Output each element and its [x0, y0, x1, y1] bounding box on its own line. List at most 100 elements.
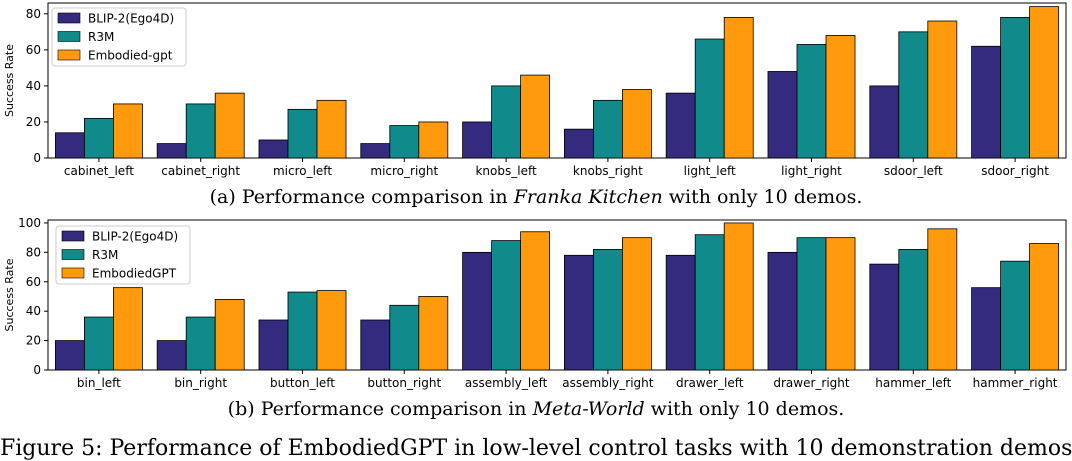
subcaption-meta-world: (b) Performance comparison in Meta-World… [0, 398, 1072, 420]
y-tick-label: 60 [26, 275, 41, 289]
bar-bin_left-0 [54, 340, 85, 371]
x-tick-label: knobs_right [573, 164, 643, 178]
y-tick-label: 80 [26, 245, 41, 259]
y-tick-label: 0 [33, 151, 41, 165]
y-tick-label: 60 [26, 43, 41, 57]
x-tick-label: hammer_left [875, 376, 951, 390]
bar-button_right-1 [389, 304, 420, 371]
bar-light_right-1 [796, 44, 827, 159]
bar-cabinet_left-1 [83, 117, 114, 159]
bar-micro_left-0 [258, 139, 289, 159]
bar-assembly_left-2 [520, 231, 551, 371]
subcaption-b-prefix: (b) Performance comparison in [227, 398, 533, 420]
bar-micro_right-1 [389, 125, 420, 159]
legend-label: BLIP-2(Ego4D) [88, 12, 174, 26]
x-tick-label: bin_left [77, 376, 121, 390]
legend-label: R3M [88, 30, 114, 44]
axes-frame [47, 219, 1067, 371]
bar-cabinet_right-2 [214, 92, 245, 159]
y-tick-label: 40 [26, 304, 41, 318]
bar-sdoor_right-2 [1029, 6, 1060, 159]
bar-micro_right-0 [360, 143, 391, 159]
bar-knobs_left-1 [491, 85, 522, 159]
bar-button_right-2 [418, 296, 449, 371]
bar-drawer_right-2 [825, 237, 856, 371]
x-tick-label: light_right [781, 164, 842, 178]
bar-button_left-2 [316, 290, 347, 371]
y-tick-label: 20 [26, 334, 41, 348]
legend-swatch [57, 49, 81, 61]
bar-bin_left-2 [113, 287, 143, 371]
legend-box [51, 7, 187, 67]
legend: BLIP-2(Ego4D) R3M EmbodiedGPT [55, 225, 191, 285]
bar-drawer_left-1 [694, 234, 725, 371]
bar-knobs_right-0 [563, 128, 594, 159]
bar-micro_left-1 [287, 108, 318, 159]
bar-micro_right-2 [418, 121, 449, 159]
bar-button_right-0 [360, 319, 391, 371]
legend-swatch [61, 230, 85, 242]
x-tick-label: light_left [684, 164, 736, 178]
bar-assembly_right-1 [592, 249, 623, 371]
bar-cabinet_left-2 [113, 103, 143, 159]
x-tick-label: drawer_right [773, 376, 850, 390]
bar-light_left-0 [665, 92, 696, 159]
legend: BLIP-2(Ego4D) R3M Embodied-gpt [51, 7, 187, 67]
x-tick-label: hammer_right [973, 376, 1058, 390]
legend-label: EmbodiedGPT [92, 267, 177, 281]
subcaption-b-italic: Meta-World [532, 398, 645, 420]
y-axis-label: Success Rate [3, 44, 16, 117]
legend-box [55, 225, 191, 285]
legend-swatch [61, 267, 85, 279]
x-tick-label: sdoor_left [884, 164, 943, 178]
bar-hammer_right-2 [1029, 243, 1060, 371]
bar-sdoor_left-0 [869, 85, 900, 159]
x-tick-label: knobs_left [475, 164, 536, 178]
y-tick-label: 100 [18, 216, 41, 230]
subcaption-a-italic: Franka Kitchen [513, 186, 663, 208]
bar-hammer_left-0 [869, 263, 900, 371]
x-tick-label: assembly_right [562, 376, 653, 390]
x-tick-label: micro_right [370, 164, 438, 178]
bar-light_left-2 [723, 17, 754, 159]
bar-drawer_right-1 [796, 237, 827, 371]
axes-frame [47, 2, 1067, 159]
bar-cabinet_right-0 [156, 143, 187, 159]
bar-light_left-1 [694, 38, 725, 159]
bar-bin_right-2 [214, 299, 245, 371]
bar-light_right-2 [825, 35, 856, 159]
bar-micro_left-2 [316, 99, 347, 159]
y-axis-label: Success Rate [3, 258, 16, 331]
bar-sdoor_left-1 [898, 31, 929, 159]
x-tick-label: cabinet_right [161, 164, 240, 178]
legend-label: Embodied-gpt [88, 49, 173, 63]
chart-franka-kitchen: 0 20 40 60 80 Success Rate cabinet_left cabinet… [3, 2, 1067, 178]
bar-drawer_left-0 [665, 254, 696, 371]
bar-sdoor_right-0 [971, 45, 1001, 159]
bar-knobs_left-0 [462, 121, 492, 159]
figure-caption: Figure 5: Performance of EmbodiedGPT in … [0, 436, 1072, 461]
bar-hammer_right-1 [1000, 260, 1031, 371]
bar-assembly_left-1 [491, 240, 522, 371]
x-tick-label: sdoor_right [981, 164, 1049, 178]
bar-assembly_right-2 [622, 237, 652, 371]
bar-knobs_right-2 [622, 89, 652, 159]
x-tick-label: bin_right [174, 376, 227, 390]
bar-light_right-0 [767, 71, 798, 159]
bar-hammer_left-1 [898, 249, 929, 371]
bar-cabinet_left-0 [54, 132, 85, 159]
x-tick-label: button_left [270, 376, 335, 390]
subcaption-b-suffix: with only 10 demos. [644, 398, 845, 420]
bar-bin_right-1 [185, 316, 216, 371]
legend-label: R3M [92, 248, 118, 262]
y-tick-label: 0 [33, 363, 41, 377]
chart-meta-world: 0 20 40 60 80 100 Success Rate bin_left bin_righ… [3, 216, 1067, 390]
bar-button_left-1 [287, 291, 318, 371]
y-tick-label: 40 [26, 79, 41, 93]
bar-sdoor_right-1 [1000, 17, 1031, 159]
x-tick-label: assembly_left [465, 376, 548, 390]
legend-label: BLIP-2(Ego4D) [92, 230, 178, 244]
subcaption-franka-kitchen: (a) Performance comparison in Franka Kit… [0, 186, 1072, 208]
bar-bin_left-1 [83, 316, 114, 371]
